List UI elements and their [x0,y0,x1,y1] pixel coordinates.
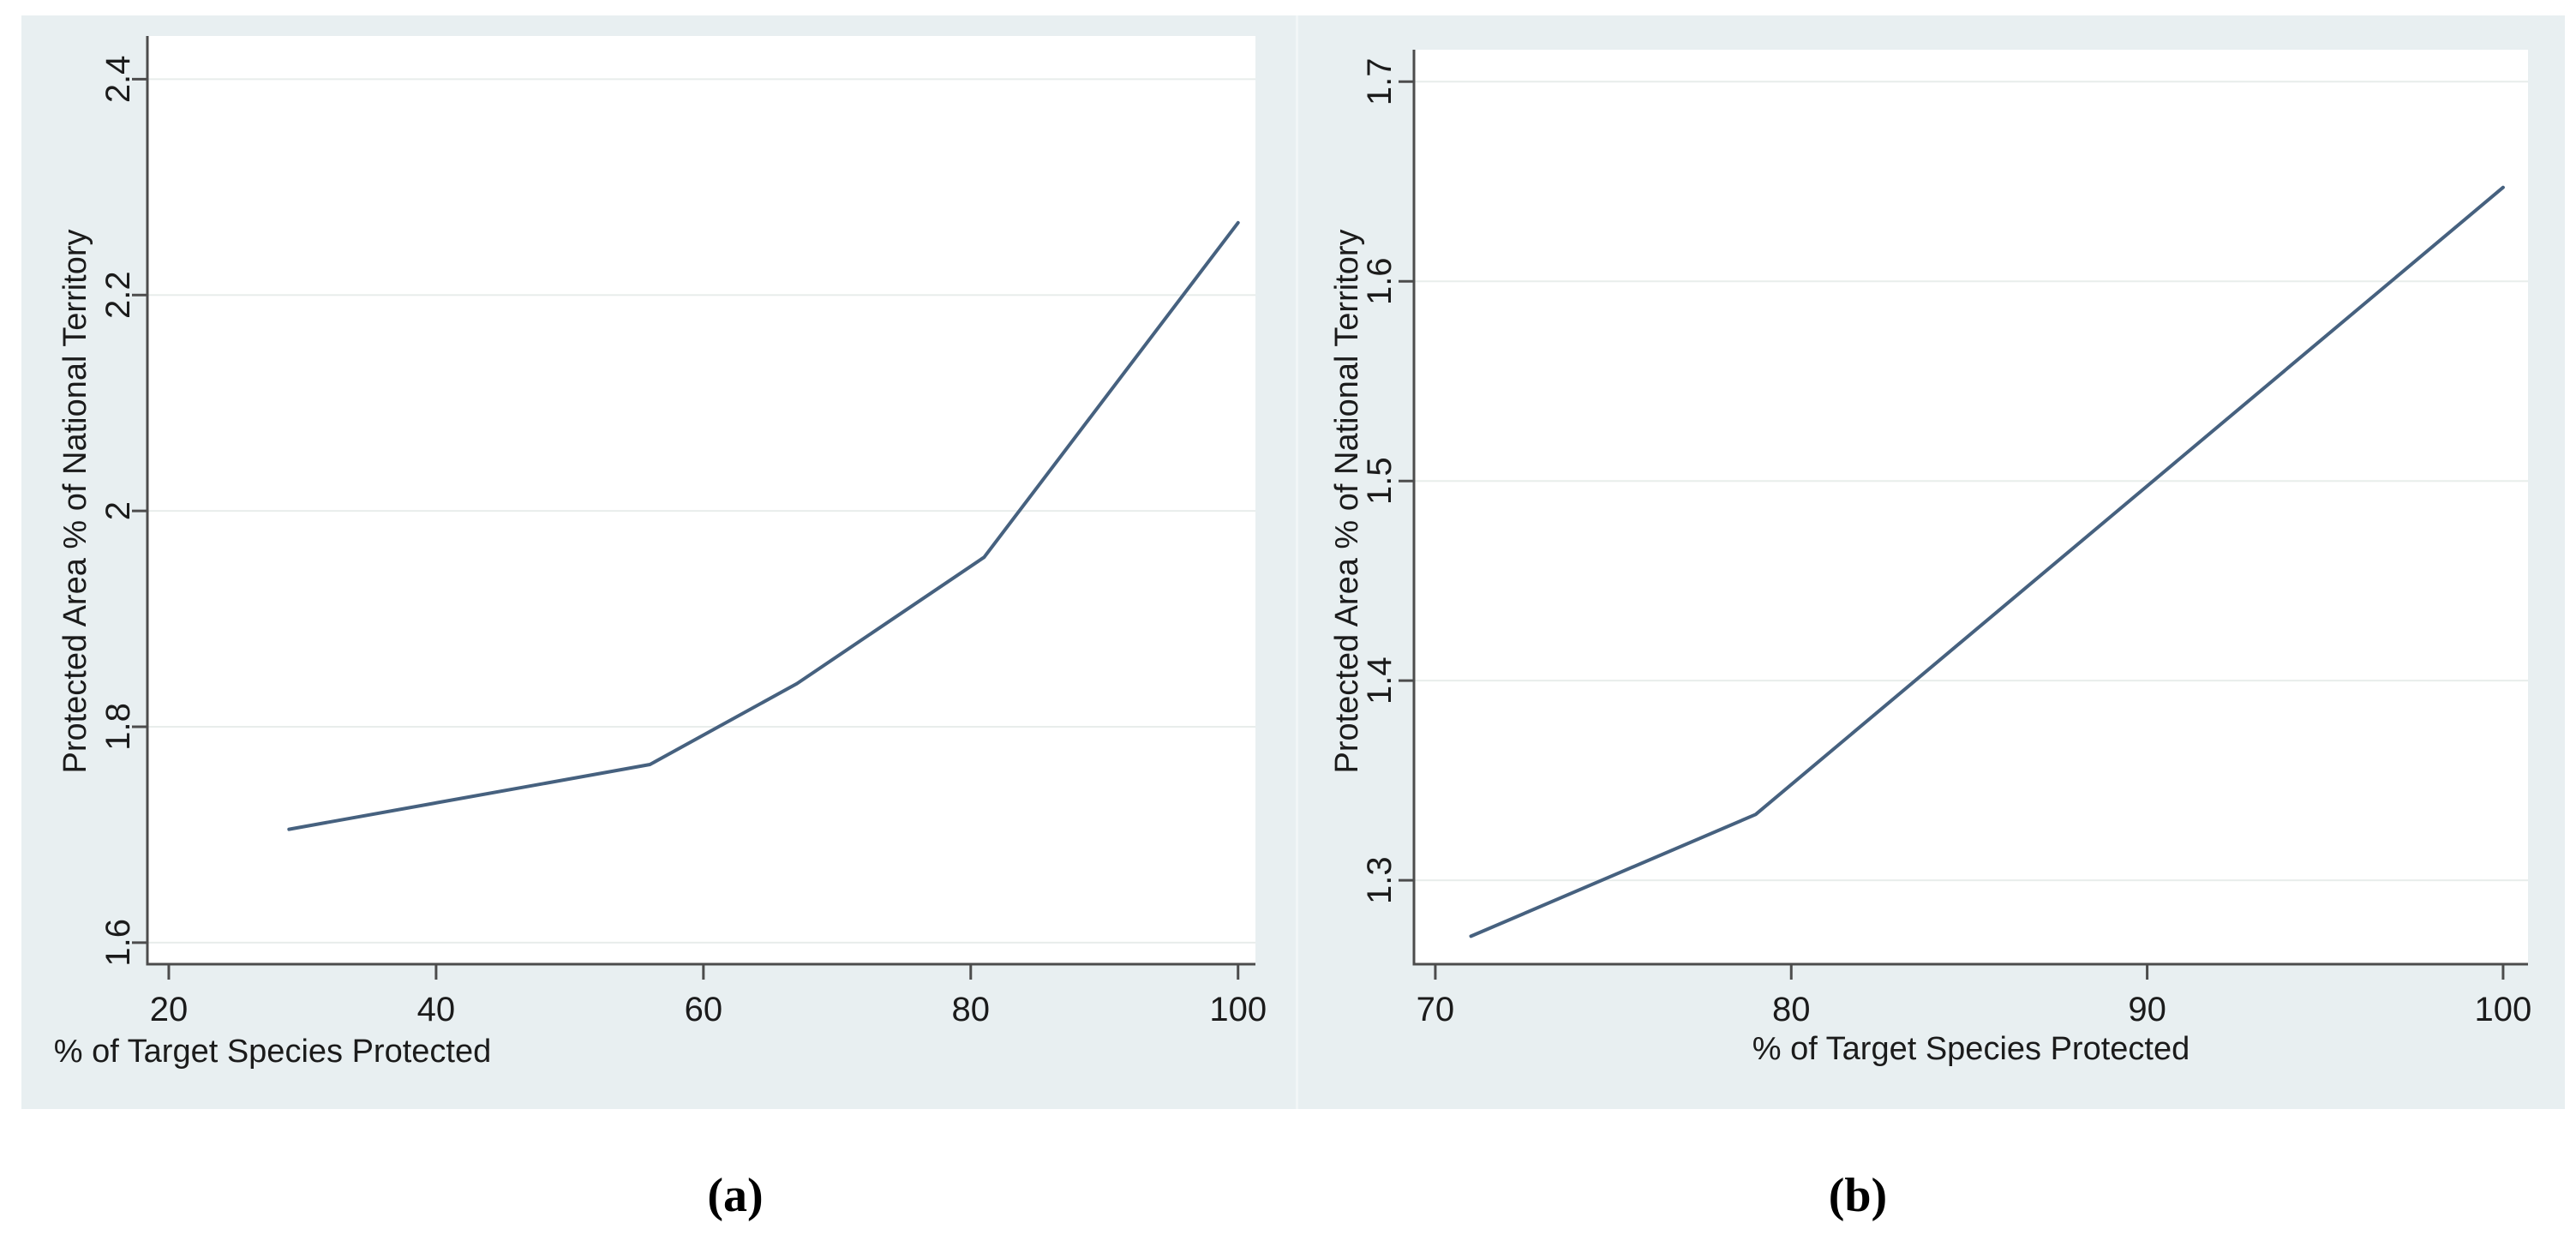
x-tick-label: 100 [2475,991,2532,1028]
x-tick-label: 80 [952,991,991,1028]
x-tick-label: 40 [417,991,456,1028]
x-tick-label: 20 [150,991,189,1028]
y-tick-label: 1.7 [1361,57,1399,105]
x-axis-title-b: % of Target Species Protected [1752,1031,2190,1067]
x-tick-label: 80 [1772,991,1811,1028]
axes-a [146,36,1255,966]
y-tick-label: 2.2 [99,271,137,319]
y-tick-label: 1.6 [1361,257,1399,305]
x-axis-title-a: % of Target Species Protected [53,1034,492,1070]
y-tick-label: 1.6 [99,919,137,967]
caption-b: (b) [1828,1169,1888,1222]
panel-divider [1296,15,1298,1109]
data-line [287,220,1240,831]
y-axis-title-a: Protected Area % of National Territory [57,229,93,774]
y-tick-label: 2 [99,501,137,520]
x-tick-label: 60 [685,991,723,1028]
x-tick-label: 70 [1417,991,1455,1028]
y-tick-label: 1.8 [99,703,137,751]
plot-area [147,36,1255,964]
axes-b [1412,50,2528,966]
plot-area [1414,50,2528,964]
x-tick-label: 90 [2128,991,2166,1028]
y-tick-label: 1.5 [1361,457,1399,505]
y-tick-label: 2.4 [99,56,137,104]
data-line [1469,185,2505,938]
y-axis-title-b: Protected Area % of National Territory [1329,229,1365,774]
x-tick-label: 100 [1209,991,1267,1028]
y-tick-label: 1.3 [1361,856,1399,904]
y-tick-label: 1.4 [1361,656,1399,704]
caption-a: (a) [707,1169,764,1222]
